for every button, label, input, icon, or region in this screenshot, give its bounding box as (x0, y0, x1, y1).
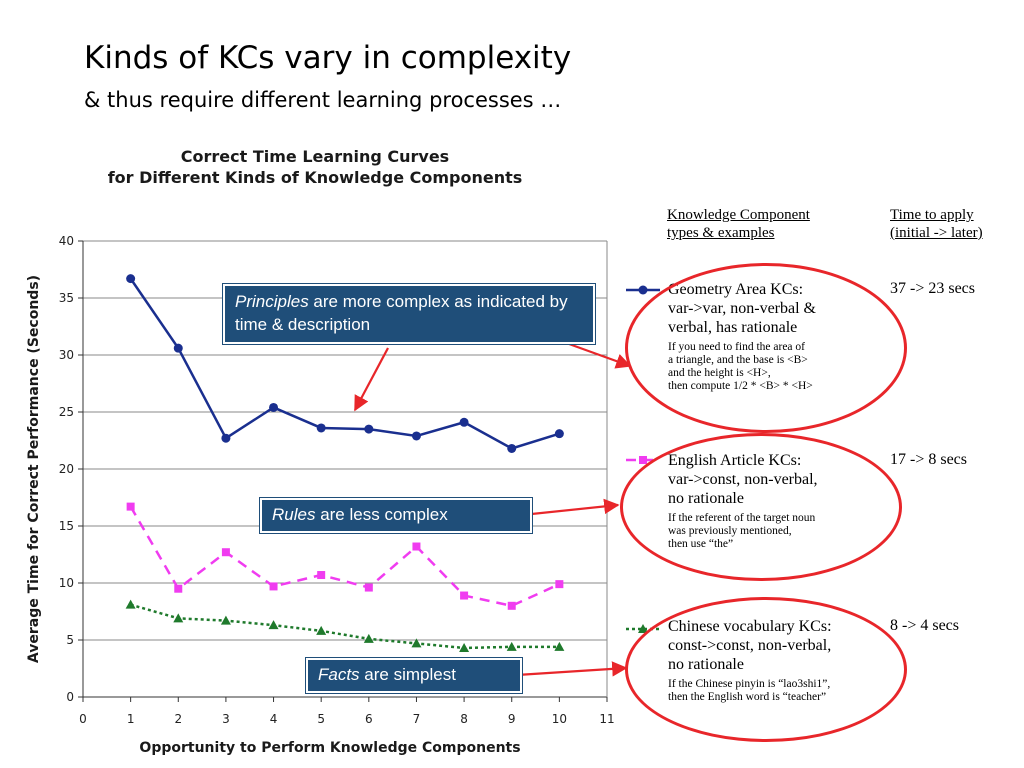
arrow-facts-to-ellipse (516, 661, 628, 677)
data-point-english (412, 542, 421, 551)
x-tick-label: 8 (460, 712, 468, 726)
ellipse-geometry (625, 263, 907, 433)
data-point-english (364, 583, 373, 592)
slide-subtitle: & thus require different learning proces… (84, 88, 562, 112)
y-tick-label: 20 (59, 462, 74, 476)
data-point-chinese (554, 641, 565, 651)
legend-key-marker-english (639, 456, 647, 464)
data-point-english (317, 571, 326, 580)
data-point-chinese (363, 633, 374, 643)
kc-time-geometry: 37 -> 23 secs (890, 280, 976, 297)
x-tick-label: 1 (127, 712, 135, 726)
ellipse-english (620, 433, 902, 581)
kc-time-chinese: 8 -> 4 secs (890, 617, 960, 634)
facts-callout-em: Facts (318, 665, 360, 684)
data-point-chinese (506, 641, 517, 651)
legend-header-kc-types-line2: types & examples (667, 225, 775, 241)
principles-callout-em: Principles (235, 292, 309, 311)
legend-header-kc-types-line1: Knowledge Component (667, 207, 810, 223)
y-tick-label: 15 (59, 519, 74, 533)
x-axis-label: Opportunity to Perform Knowledge Compone… (139, 740, 520, 756)
data-point-english (126, 502, 135, 511)
x-tick-label: 7 (413, 712, 421, 726)
data-point-geometry (173, 343, 183, 353)
data-point-geometry (411, 431, 421, 441)
legend-header-time: Time to apply (initial -> later) (890, 206, 983, 242)
data-point-english (507, 601, 516, 610)
arrow-rules-to-ellipse (521, 498, 620, 517)
arrow-principles-to-curve (354, 347, 389, 412)
principles-callout-text: are more complex as indicated by time & … (235, 292, 568, 334)
y-tick-label: 25 (59, 405, 74, 419)
legend-header-time-line2: (initial -> later) (890, 225, 983, 241)
y-axis-label: Average Time for Correct Performance (Se… (26, 275, 42, 663)
data-point-english (174, 584, 183, 593)
data-point-geometry (221, 433, 231, 443)
x-tick-label: 3 (222, 712, 230, 726)
y-tick-label: 5 (66, 633, 74, 647)
chart-title-line2: for Different Kinds of Knowledge Compone… (107, 168, 523, 187)
principles-callout: Principles are more complex as indicated… (223, 284, 595, 344)
rules-callout: Rules are less complex (260, 498, 532, 533)
y-tick-label: 0 (66, 690, 74, 704)
rules-callout-text: are less complex (315, 505, 448, 524)
rules-callout-em: Rules (272, 505, 316, 524)
y-tick-label: 30 (59, 348, 74, 362)
series-line-english (129, 505, 560, 608)
data-point-english (221, 548, 230, 557)
ellipse-chinese (625, 597, 907, 742)
x-tick-label: 0 (79, 712, 87, 726)
chart-title: Correct Time Learning Curves for Differe… (70, 146, 560, 188)
data-point-chinese (125, 599, 136, 609)
kc-time-english: 17 -> 8 secs (890, 451, 968, 468)
arrow-principles-to-ellipse (557, 338, 632, 369)
legend-key-marker-geometry (638, 285, 648, 295)
x-tick-label: 6 (365, 712, 373, 726)
y-tick-label: 10 (59, 576, 74, 590)
data-point-geometry (364, 424, 374, 434)
data-point-chinese (268, 620, 279, 630)
data-point-chinese (220, 615, 231, 625)
data-point-geometry (459, 417, 469, 427)
x-tick-label: 5 (317, 712, 325, 726)
x-tick-label: 9 (508, 712, 516, 726)
data-point-geometry (126, 274, 136, 284)
data-point-english (269, 582, 278, 591)
data-point-chinese (316, 625, 327, 635)
x-tick-label: 2 (174, 712, 182, 726)
facts-callout-text: are simplest (359, 665, 456, 684)
y-tick-label: 40 (59, 234, 74, 248)
chart-title-line1: Correct Time Learning Curves (180, 147, 450, 166)
legend-header-kc-types: Knowledge Component types & examples (667, 206, 810, 242)
data-point-geometry (316, 423, 326, 433)
data-point-chinese (411, 638, 422, 648)
data-point-english (460, 591, 469, 600)
data-point-chinese (459, 642, 470, 652)
slide-title: Kinds of KCs vary in complexity (84, 40, 572, 76)
legend-header-time-line1: Time to apply (890, 207, 974, 223)
x-tick-label: 10 (552, 712, 567, 726)
series-line-chinese (130, 603, 560, 650)
data-point-geometry (507, 443, 517, 453)
x-tick-label: 11 (599, 712, 614, 726)
facts-callout: Facts are simplest (306, 658, 522, 693)
y-tick-label: 35 (59, 291, 74, 305)
data-point-english (555, 580, 564, 589)
data-point-geometry (554, 429, 564, 439)
data-point-chinese (173, 613, 184, 623)
series-line-geometry (129, 277, 560, 450)
data-point-geometry (269, 402, 279, 412)
x-tick-label: 4 (270, 712, 278, 726)
